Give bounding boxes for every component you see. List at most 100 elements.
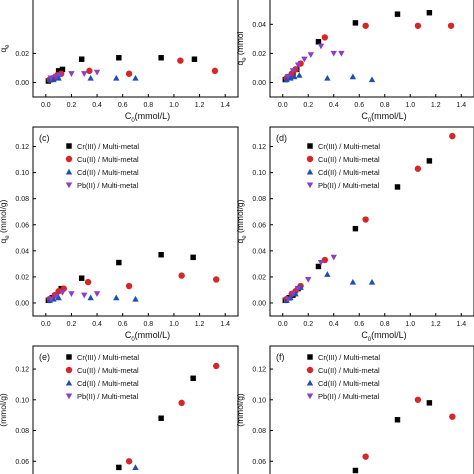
data-point bbox=[296, 72, 303, 78]
x-tick-label: 0.2 bbox=[67, 321, 77, 328]
data-point bbox=[93, 69, 101, 76]
legend-marker bbox=[306, 155, 314, 163]
data-point bbox=[52, 293, 60, 300]
legend-marker bbox=[65, 379, 73, 386]
plot-frame bbox=[32, 345, 239, 474]
legend-label: Cr(III) / Multi-metal bbox=[77, 142, 139, 151]
data-point bbox=[307, 52, 314, 59]
legend-marker bbox=[306, 366, 314, 374]
data-point bbox=[394, 11, 401, 17]
x-tick-label: 1.0 bbox=[405, 102, 415, 109]
data-point bbox=[291, 73, 298, 80]
legend-marker bbox=[65, 155, 73, 163]
x-axis-label: C0(mmol/L) bbox=[125, 330, 170, 343]
legend-marker bbox=[66, 143, 72, 149]
x-tick-label: 0.8 bbox=[143, 102, 153, 109]
y-tick-label: 0.02 bbox=[15, 274, 29, 281]
data-point bbox=[158, 252, 164, 258]
data-point bbox=[362, 453, 369, 460]
y-tick-label: 0.10 bbox=[252, 170, 266, 177]
legend-marker bbox=[65, 182, 73, 189]
y-axis-label: qe (mmol/g) bbox=[0, 199, 11, 243]
plot-frame bbox=[32, 126, 239, 317]
y-tick-label: 0.08 bbox=[252, 428, 266, 435]
legend-label: Cu(II) / Multi-metal bbox=[318, 155, 380, 164]
chart-panel: 0.06 0.08 0.10 0.12 (mmol/g) (f) Cr(III) / Mul… bbox=[235, 345, 474, 474]
data-point bbox=[55, 68, 62, 74]
data-point bbox=[213, 362, 220, 370]
data-point bbox=[213, 276, 220, 283]
data-point bbox=[78, 56, 85, 62]
x-axis-label: C0(mmol/L) bbox=[361, 111, 406, 124]
legend-label: Pb(II) / Multi-metal bbox=[318, 181, 380, 190]
data-point bbox=[315, 263, 322, 270]
data-point bbox=[449, 413, 456, 420]
legend-label: Cr(III) / Multi-metal bbox=[77, 353, 139, 362]
y-tick-label: 0.12 bbox=[15, 367, 29, 374]
chart-panel: 0.0 0.2 0.4 0.6 0.8 1.0 1.2 1.4 0.00 0.02 C0(mmol/… bbox=[0, 0, 239, 124]
data-point bbox=[190, 254, 196, 261]
data-point bbox=[287, 74, 294, 81]
data-point bbox=[55, 294, 62, 301]
x-tick-label: 0.0 bbox=[41, 102, 51, 109]
data-point bbox=[84, 278, 92, 286]
x-tick-label: 1.4 bbox=[456, 102, 466, 109]
x-tick-label: 0.0 bbox=[41, 321, 51, 328]
legend-label: Cd(II) / Multi-metal bbox=[318, 168, 380, 177]
data-point bbox=[78, 275, 85, 281]
plot-frame bbox=[269, 345, 474, 474]
legend-marker bbox=[306, 379, 314, 386]
data-point bbox=[55, 74, 62, 81]
data-point bbox=[59, 289, 66, 296]
data-point bbox=[116, 55, 122, 61]
x-tick-label: 1.0 bbox=[169, 102, 179, 109]
data-point bbox=[283, 76, 290, 83]
legend-label: Cd(II) / Multi-metal bbox=[77, 168, 139, 177]
data-point bbox=[426, 9, 433, 16]
legend-label: Cu(II) / Multi-metal bbox=[318, 366, 380, 375]
legend-marker bbox=[307, 143, 313, 149]
legend-label: Pb(II) / Multi-metal bbox=[318, 392, 380, 401]
plot-frame bbox=[269, 0, 474, 98]
legend-label: Cr(III) / Multi-metal bbox=[318, 142, 380, 151]
chart-panel: 0.0 0.2 0.4 0.6 0.8 1.0 1.2 1.4 0.00 0.02 0.04 C0(m… bbox=[235, 0, 474, 124]
x-tick-label: 1.2 bbox=[431, 102, 441, 109]
x-tick-label: 0.4 bbox=[329, 321, 339, 328]
data-point bbox=[284, 296, 292, 303]
data-point bbox=[81, 71, 88, 77]
y-axis-label: (mmol/g) bbox=[235, 393, 245, 427]
legend-label: Cu(II) / Multi-metal bbox=[77, 155, 139, 164]
data-point bbox=[68, 291, 75, 298]
data-point bbox=[447, 22, 455, 29]
data-point bbox=[294, 62, 302, 69]
data-point bbox=[59, 66, 66, 73]
x-tick-label: 1.4 bbox=[456, 321, 466, 328]
data-point bbox=[50, 76, 57, 83]
x-tick-label: 0.6 bbox=[118, 321, 128, 328]
data-point bbox=[87, 294, 94, 301]
data-point bbox=[449, 132, 456, 140]
y-tick-label: 0.08 bbox=[252, 196, 266, 203]
y-axis-label: qe bbox=[0, 44, 11, 53]
x-axis-label: C0(mmol/L) bbox=[125, 111, 170, 124]
data-point bbox=[294, 286, 302, 292]
data-point bbox=[52, 74, 60, 80]
x-tick-label: 0.2 bbox=[67, 102, 77, 109]
data-point bbox=[284, 74, 292, 80]
x-tick-label: 1.2 bbox=[195, 321, 205, 328]
panel-letter: (d) bbox=[276, 133, 287, 143]
data-point bbox=[368, 278, 376, 285]
data-point bbox=[178, 272, 185, 279]
legend-label: Cu(II) / Multi-metal bbox=[77, 366, 139, 375]
data-point bbox=[87, 74, 94, 81]
y-tick-label: 0.00 bbox=[252, 300, 266, 307]
data-point bbox=[93, 291, 101, 298]
data-point bbox=[368, 76, 376, 83]
x-tick-label: 1.2 bbox=[195, 102, 205, 109]
data-point bbox=[352, 20, 359, 26]
y-tick-label: 0.00 bbox=[15, 80, 29, 87]
y-tick-label: 0.06 bbox=[252, 222, 266, 229]
y-axis-label: (mmol/g) bbox=[0, 393, 8, 427]
data-point bbox=[47, 296, 55, 303]
data-point bbox=[414, 396, 422, 403]
